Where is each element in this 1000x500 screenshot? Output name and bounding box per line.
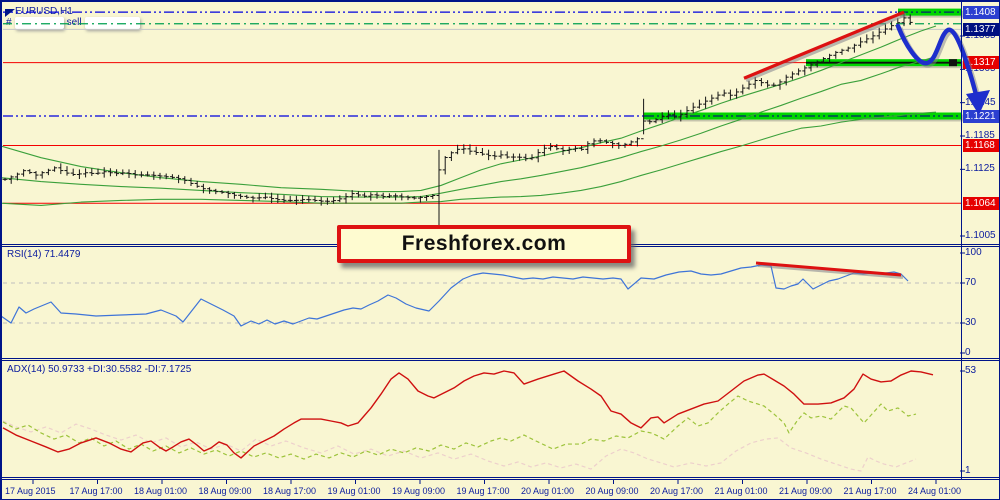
price-badge: 1.1317: [963, 56, 999, 70]
time-label[interactable]: 21 Aug 17:00: [843, 486, 897, 496]
adx-panel[interactable]: [1, 361, 961, 477]
rsi-indicator-label: RSI(14) 71.4479: [7, 249, 81, 260]
order-hash: #: [6, 17, 12, 28]
rsi-scale-label: 0: [965, 347, 971, 358]
price-scale-label: 1.1125: [965, 163, 995, 175]
price-badge: 1.1064: [963, 196, 999, 210]
time-label[interactable]: 17 Aug 2015: [5, 486, 56, 496]
rsi-panel[interactable]: [1, 247, 961, 358]
time-label[interactable]: 19 Aug 01:00: [327, 486, 381, 496]
price-scale-label: 1.1005: [965, 230, 996, 241]
time-label[interactable]: 21 Aug 09:00: [779, 486, 833, 496]
main-chart-panel[interactable]: [1, 3, 961, 243]
price-badge: 1.1168: [963, 138, 999, 152]
time-label[interactable]: 19 Aug 09:00: [392, 486, 446, 496]
time-label[interactable]: 21 Aug 01:00: [714, 486, 768, 496]
time-label[interactable]: 18 Aug 09:00: [198, 486, 252, 496]
price-badge: 1.1377: [963, 22, 999, 36]
time-label[interactable]: 17 Aug 17:00: [69, 486, 123, 496]
price-badge: 1.1221: [963, 109, 999, 123]
redaction-box: [84, 17, 140, 29]
time-label[interactable]: 18 Aug 17:00: [263, 486, 317, 496]
time-label[interactable]: 19 Aug 17:00: [456, 486, 510, 496]
time-label[interactable]: 20 Aug 17:00: [650, 486, 704, 496]
time-label[interactable]: 24 Aug 01:00: [908, 486, 962, 496]
order-action: sell: [66, 17, 82, 28]
rsi-scale-label: 70: [965, 277, 977, 288]
time-label[interactable]: 18 Aug 01:00: [134, 486, 188, 496]
adx-indicator-label: ADX(14) 50.9733 +DI:30.5582 -DI:7.1725: [7, 364, 192, 375]
price-badge: 1.1408: [963, 5, 999, 19]
price-scale-label: 1.1245: [965, 96, 996, 108]
time-label[interactable]: 20 Aug 01:00: [521, 486, 575, 496]
adx-scale-label: 1: [965, 465, 971, 476]
adx-scale-label: 53: [965, 365, 977, 376]
order-label: # sell: [6, 17, 140, 29]
time-label[interactable]: 20 Aug 09:00: [585, 486, 639, 496]
watermark-banner: Freshforex.com: [337, 225, 631, 263]
rsi-scale-label: 100: [965, 247, 982, 258]
redaction-box: [14, 17, 64, 29]
rsi-scale-label: 30: [965, 317, 977, 328]
